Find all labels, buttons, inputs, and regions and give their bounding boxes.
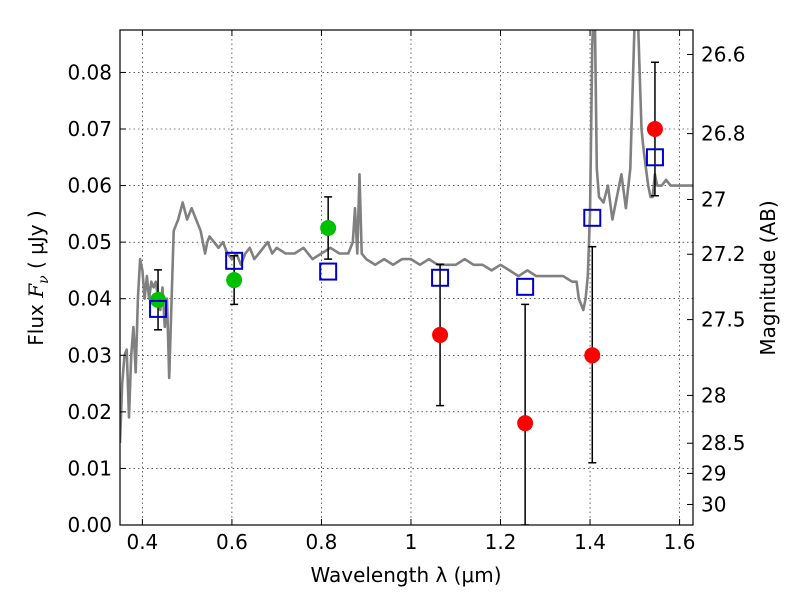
- observed-flux-nondetections-point: [432, 326, 449, 343]
- observed-flux-detections-point: [226, 272, 243, 289]
- observed-flux-nondetections-point: [584, 347, 601, 364]
- model-flux-square: [149, 299, 168, 318]
- model-flux-square: [516, 277, 535, 296]
- y-tick-label: 0.00: [67, 513, 112, 537]
- x-tick-label: 0.4: [126, 530, 158, 554]
- model-flux-square: [583, 208, 602, 227]
- y-tick-label: 0.03: [67, 343, 112, 367]
- y-tick-label: 0.01: [67, 456, 112, 480]
- y-axis-label-symbol: F: [24, 283, 48, 299]
- magnitude-tick-label: 27.5: [701, 308, 746, 332]
- x-tick-label: 1.2: [485, 530, 517, 554]
- y-tick-label: 0.06: [67, 174, 112, 198]
- x-axis-label: Wavelength λ (μm): [310, 563, 501, 587]
- x-tick-label: 1: [405, 530, 418, 554]
- markers: [149, 121, 664, 432]
- plot-area: [120, 30, 693, 444]
- magnitude-tick-label: 27: [701, 187, 726, 211]
- model-flux-square: [225, 251, 244, 270]
- spectrum-line: [120, 30, 693, 444]
- model-flux-square: [645, 148, 664, 167]
- magnitude-tick-label: 26.6: [701, 42, 746, 66]
- y-tick-label: 0.08: [67, 60, 112, 84]
- y-tick-label: 0.02: [67, 400, 112, 424]
- y-axis-label-unit: ( μJy ): [24, 210, 48, 275]
- y-axis-label-prefix: Flux: [24, 298, 48, 346]
- observed-flux-detections-point: [320, 220, 337, 236]
- x-tick-label: 1.6: [664, 530, 696, 554]
- x-tick-label: 0.6: [216, 530, 248, 554]
- y-axis-label-subscript: ν: [36, 275, 52, 284]
- y-axis-label: Flux Fν ( μJy ): [24, 210, 52, 345]
- x-tick-label: 1.4: [574, 530, 606, 554]
- y-tick-label: 0.04: [67, 287, 112, 311]
- magnitude-tick-label: 27.2: [701, 242, 746, 266]
- magnitude-tick-label: 28: [701, 383, 726, 407]
- y-tick-label: 0.07: [67, 117, 112, 141]
- magnitude-axis-label: Magnitude (AB): [756, 200, 780, 355]
- plot-frame: [119, 29, 694, 526]
- y-tick-label: 0.05: [67, 230, 112, 254]
- model-flux-square: [431, 268, 450, 287]
- magnitude-tick-label: 26.8: [701, 122, 746, 146]
- axes: 0.4 0.6 0.8 1 1.2 1.4 1.6 0.00 0.01 0.02 0.03 0.04 0…: [67, 30, 746, 554]
- x-tick-label: 0.8: [306, 530, 338, 554]
- observed-flux-detections-point: [150, 291, 167, 308]
- observed-flux-nondetections-point: [517, 415, 534, 432]
- magnitude-tick-label: 29: [701, 461, 726, 485]
- magnitude-tick-label: 28.5: [701, 431, 746, 455]
- model-flux-square: [319, 262, 338, 281]
- observed-flux-nondetections-point: [646, 121, 663, 137]
- magnitude-tick-label: 30: [701, 492, 726, 516]
